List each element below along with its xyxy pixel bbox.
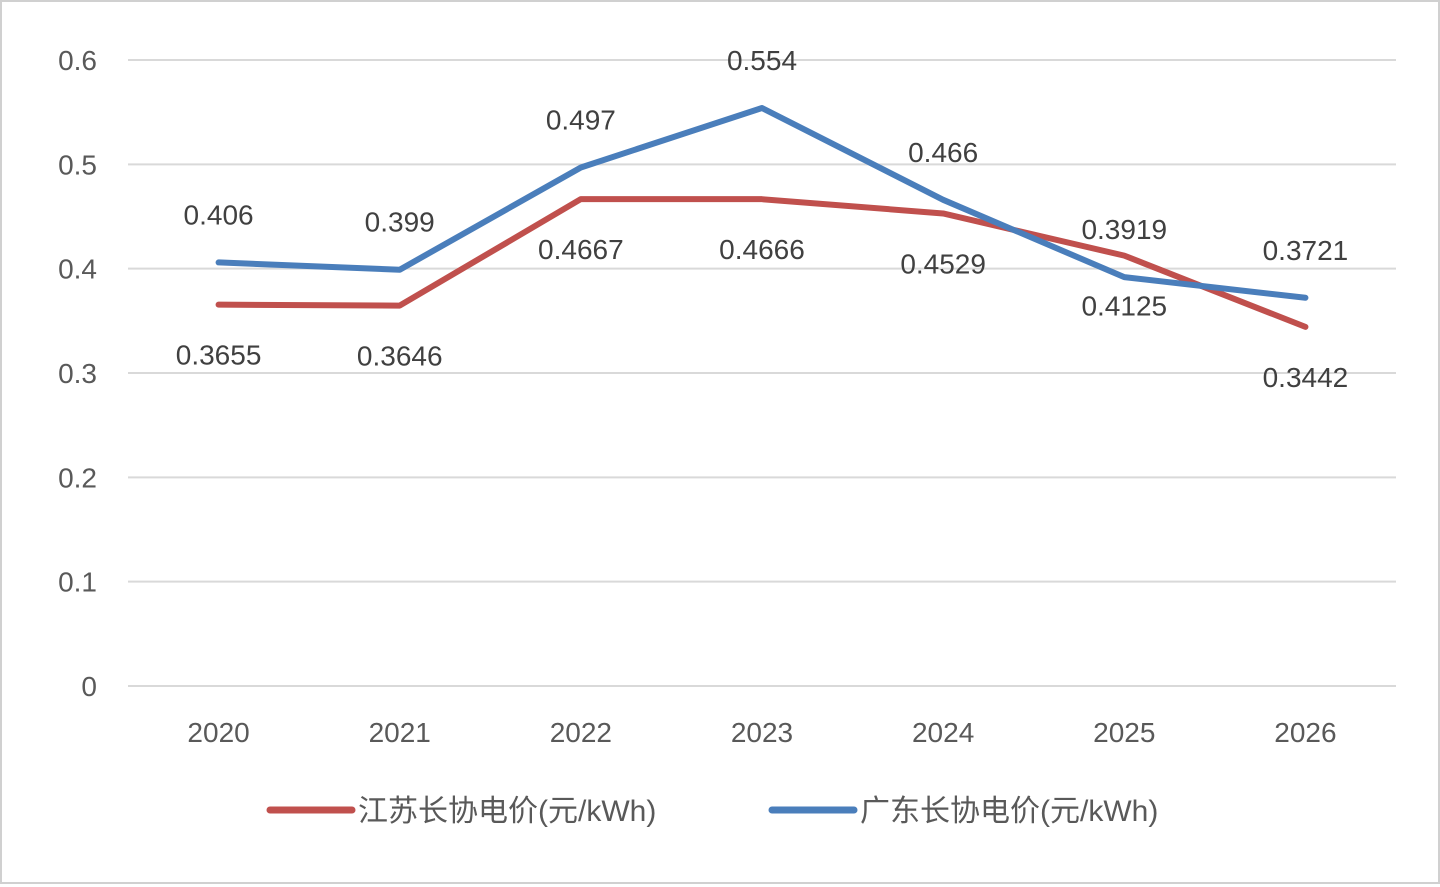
legend-label: 广东长协电价(元/kWh) [860, 795, 1158, 828]
data-label: 0.4667 [538, 234, 624, 265]
data-label: 0.4666 [719, 234, 805, 265]
data-label: 0.399 [365, 207, 435, 238]
data-label: 0.3919 [1081, 214, 1167, 245]
data-label: 0.406 [184, 199, 254, 230]
data-label: 0.497 [546, 104, 616, 135]
x-tick-label: 2025 [1093, 717, 1155, 748]
data-labels: 0.3655 0.3646 0.4667 0.4666 0.4529 0.4125 0.34… [176, 45, 1348, 393]
x-tick-label: 2026 [1274, 717, 1336, 748]
data-label: 0.3655 [176, 340, 262, 371]
y-tick-label: 0.5 [58, 149, 97, 180]
legend: 江苏长协电价(元/kWh) 广东长协电价(元/kWh) [266, 795, 1158, 828]
x-axis-tick-labels: 2020 2021 2022 2023 2024 2025 2026 [187, 717, 1336, 748]
y-axis-tick-labels: 0 0.1 0.2 0.3 0.4 0.5 0.6 [58, 45, 97, 702]
x-tick-label: 2024 [912, 717, 974, 748]
y-tick-label: 0 [81, 671, 97, 702]
data-label: 0.554 [727, 45, 797, 76]
data-label: 0.3442 [1263, 362, 1349, 393]
x-tick-label: 2020 [187, 717, 249, 748]
y-tick-label: 0.1 [58, 567, 97, 598]
series-line-1 [215, 104, 1309, 301]
series-line-0 [215, 196, 1309, 330]
y-tick-label: 0.4 [58, 254, 97, 285]
gridlines [128, 59, 1396, 687]
series-lines [215, 104, 1309, 330]
data-label: 0.4125 [1081, 291, 1167, 322]
x-tick-label: 2021 [369, 717, 431, 748]
data-label: 0.3646 [357, 341, 443, 372]
legend-label: 江苏长协电价(元/kWh) [358, 795, 656, 828]
y-tick-label: 0.2 [58, 462, 97, 493]
data-label: 0.3721 [1263, 235, 1349, 266]
data-label: 0.466 [908, 137, 978, 168]
x-tick-label: 2022 [550, 717, 612, 748]
y-tick-label: 0.3 [58, 358, 97, 389]
x-tick-label: 2023 [731, 717, 793, 748]
y-tick-label: 0.6 [58, 45, 97, 76]
data-label: 0.4529 [900, 248, 986, 279]
